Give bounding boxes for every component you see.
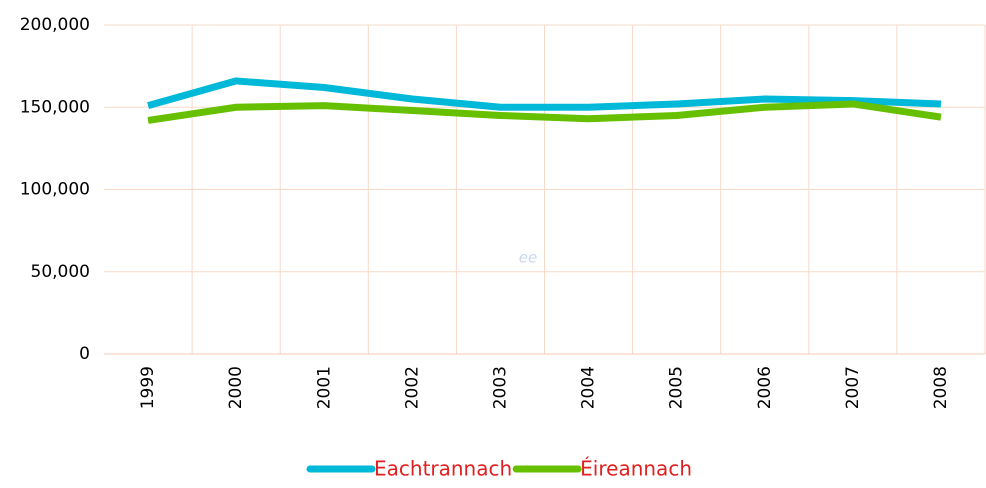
x-tick-label: 1999 bbox=[138, 366, 158, 409]
x-tick-label: 2008 bbox=[931, 366, 951, 409]
legend-label: Eachtrannach bbox=[374, 457, 512, 481]
y-tick-label: 50,000 bbox=[31, 262, 90, 282]
y-tick-label: 0 bbox=[79, 344, 90, 364]
x-tick-label: 2006 bbox=[755, 366, 775, 409]
x-tick-label: 2000 bbox=[226, 366, 246, 409]
legend-label: Éireannach bbox=[580, 457, 692, 481]
x-tick-label: 2003 bbox=[490, 366, 510, 409]
series-line bbox=[147, 100, 942, 124]
x-tick-label: 2002 bbox=[402, 366, 422, 409]
y-tick-label: 100,000 bbox=[20, 180, 90, 200]
x-tick-label: 2004 bbox=[579, 366, 599, 409]
watermark: ee bbox=[519, 249, 537, 267]
x-tick-label: 2007 bbox=[843, 366, 863, 409]
series-line bbox=[147, 77, 942, 111]
x-tick-label: 2001 bbox=[314, 366, 334, 409]
plot: 0 50,000 100,000 150,000 200,000 1999 2000 2001… bbox=[20, 15, 986, 481]
x-tick-label: 2005 bbox=[667, 366, 687, 409]
y-tick-label: 200,000 bbox=[20, 15, 90, 35]
y-tick-label: 150,000 bbox=[20, 97, 90, 117]
